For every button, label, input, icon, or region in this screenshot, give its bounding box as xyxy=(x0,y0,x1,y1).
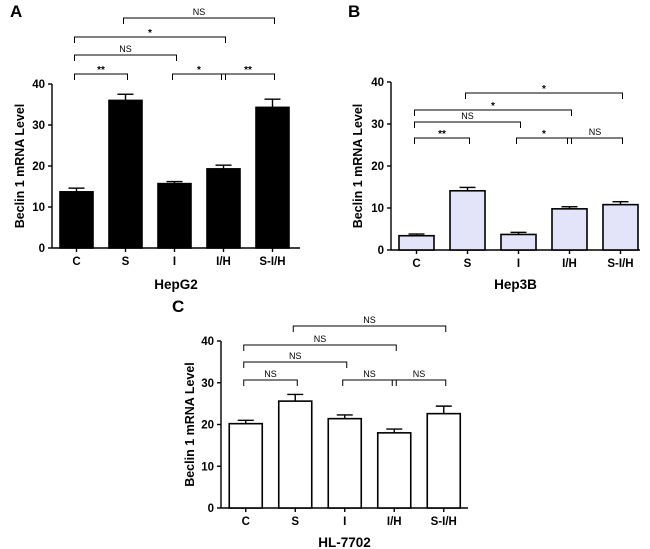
y-tick-label: 30 xyxy=(371,119,384,131)
significance-bracket xyxy=(74,73,128,80)
significance-label: * xyxy=(491,101,495,112)
bar xyxy=(157,182,192,249)
significance-label: * xyxy=(148,28,152,39)
significance-label: NS xyxy=(264,369,277,379)
bar xyxy=(277,400,313,509)
x-tick-label: C xyxy=(242,516,250,528)
y-tick-label: 10 xyxy=(371,203,384,215)
significance-bracket xyxy=(243,379,298,386)
y-tick-label: 30 xyxy=(201,378,214,390)
bar xyxy=(376,432,412,509)
significance-label: ** xyxy=(97,65,105,76)
x-tick-label: S xyxy=(122,256,130,268)
significance-bracket xyxy=(516,137,572,144)
significance-label: NS xyxy=(314,334,327,344)
significance-label: NS xyxy=(413,369,426,379)
x-tick-label: I xyxy=(173,256,176,268)
panel-letter: A xyxy=(10,2,22,21)
significance-bracket xyxy=(292,325,447,332)
y-tick-label: 0 xyxy=(378,245,384,257)
significance-bracket xyxy=(567,137,623,144)
significance-bracket xyxy=(172,73,226,80)
significance-label: * xyxy=(197,65,201,76)
y-tick-label: 20 xyxy=(201,420,214,432)
significance-bracket xyxy=(243,344,397,351)
y-tick-label: 20 xyxy=(32,161,45,173)
significance-label: * xyxy=(542,129,546,140)
bar xyxy=(255,106,290,249)
y-tick-label: 40 xyxy=(201,336,214,348)
bar xyxy=(500,233,537,251)
significance-label: NS xyxy=(289,351,302,361)
panel-a: A 0 10 20 30 40 Beclin 1 mRNA Level C S I I/H S-I/H… xyxy=(10,2,300,292)
bar xyxy=(108,99,143,249)
significance-bracket xyxy=(74,54,177,61)
y-tick-label: 40 xyxy=(32,79,45,91)
y-tick-label: 0 xyxy=(208,503,214,515)
bar xyxy=(449,189,486,251)
significance-bracket xyxy=(414,121,521,128)
x-tick-label: I/H xyxy=(216,256,231,268)
significance-label: NS xyxy=(363,315,376,325)
panel-b: B 0 10 20 30 40 Beclin 1 mRNA Level C S I I/H S-I/H… xyxy=(348,2,640,292)
significance-label: NS xyxy=(589,127,602,137)
y-tick-label: 40 xyxy=(371,77,384,89)
significance-bracket xyxy=(123,17,275,24)
x-tick-label: I/H xyxy=(562,258,577,270)
x-tick-label: C xyxy=(412,258,420,270)
y-tick-label: 30 xyxy=(32,120,45,132)
y-axis-label: Beclin 1 mRNA Level xyxy=(183,362,197,487)
significance-label: * xyxy=(542,84,546,95)
y-tick-label: 10 xyxy=(201,461,214,473)
y-axis-label: Beclin 1 mRNA Level xyxy=(13,104,27,229)
bar xyxy=(551,208,588,251)
x-tick-label: C xyxy=(72,256,80,268)
significance-label: NS xyxy=(119,44,132,54)
x-tick-label: I xyxy=(343,516,346,528)
bar xyxy=(327,417,363,509)
significance-label: ** xyxy=(244,65,252,76)
x-tick-label: S xyxy=(464,258,472,270)
y-tick-label: 0 xyxy=(39,243,45,255)
significance-bracket xyxy=(414,109,572,116)
bar xyxy=(228,422,264,509)
x-tick-label: I/H xyxy=(387,516,402,528)
significance-bracket xyxy=(414,137,470,144)
x-tick-label: S xyxy=(291,516,299,528)
significance-bracket xyxy=(391,379,447,386)
panel-letter: B xyxy=(348,2,360,21)
significance-bracket xyxy=(221,73,275,80)
x-axis-label: HepG2 xyxy=(154,277,198,292)
panel-letter: C xyxy=(172,297,184,316)
x-tick-label: I xyxy=(517,258,520,270)
significance-label: ** xyxy=(438,129,446,140)
y-tick-label: 20 xyxy=(371,161,384,173)
significance-label: NS xyxy=(363,369,376,379)
significance-label: NS xyxy=(193,7,206,17)
significance-label: NS xyxy=(461,111,474,121)
x-axis-label: Hep3B xyxy=(494,277,537,292)
panel-c: C 0 10 20 30 40 Beclin 1 mRNA Level C S I I/H S-I/H… xyxy=(172,297,468,549)
bar xyxy=(426,412,462,509)
x-axis-label: HL-7702 xyxy=(318,535,371,549)
significance-bracket xyxy=(74,36,226,43)
y-tick-label: 10 xyxy=(32,202,45,214)
significance-bracket xyxy=(342,379,397,386)
x-tick-label: S-I/H xyxy=(259,256,285,268)
y-axis-label: Beclin 1 mRNA Level xyxy=(351,104,365,229)
significance-bracket xyxy=(465,92,623,99)
bar xyxy=(602,203,639,251)
significance-bracket xyxy=(243,361,348,368)
bar xyxy=(59,191,94,249)
x-tick-label: S-I/H xyxy=(607,258,633,270)
x-tick-label: S-I/H xyxy=(431,516,457,528)
bar xyxy=(206,168,241,249)
bar xyxy=(398,234,435,251)
